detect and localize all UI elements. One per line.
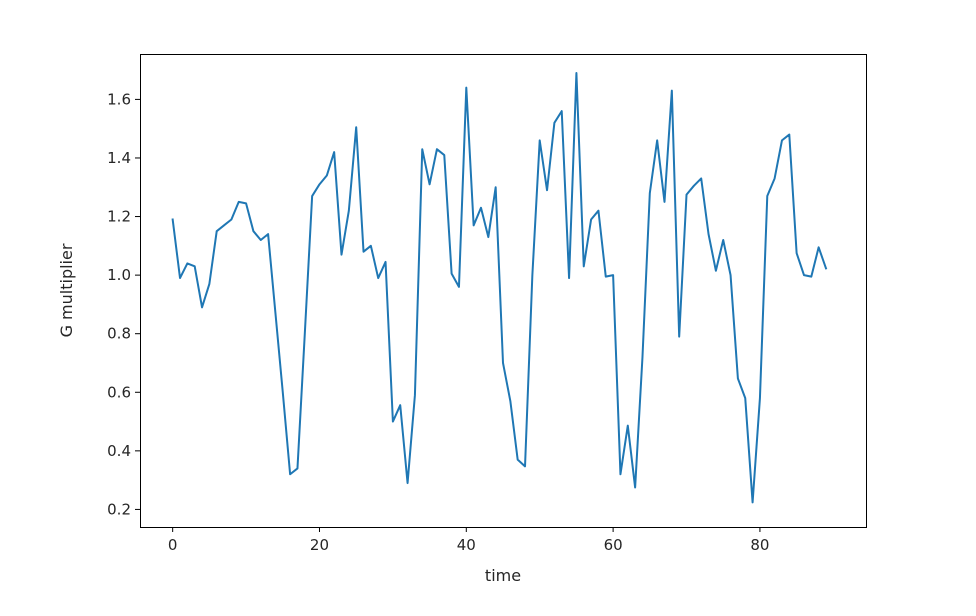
y-axis-ticks: 0.2 0.4 0.6 0.8 1.0 1.2 1.4 1.6	[107, 90, 140, 518]
series-layer	[171, 72, 828, 504]
y-tick-label: 0.4	[107, 442, 131, 460]
y-tick-label: 1.6	[107, 90, 131, 108]
x-tick-label: 40	[457, 536, 476, 554]
y-axis-label: G multiplier	[57, 243, 76, 337]
x-axis-label: time	[485, 566, 521, 585]
y-tick-label: 1.0	[107, 266, 131, 284]
x-tick-label: 80	[750, 536, 769, 554]
y-tick-label: 1.4	[107, 149, 131, 167]
x-tick-label: 60	[604, 536, 623, 554]
y-tick-label: 0.6	[107, 383, 131, 401]
x-tick-label: 20	[310, 536, 329, 554]
y-tick-label: 0.2	[107, 500, 131, 518]
y-tick-label: 1.2	[107, 208, 131, 226]
x-tick-label: 0	[168, 536, 178, 554]
series-line-g-multiplier	[171, 72, 828, 504]
axes-background	[140, 54, 866, 527]
y-tick-label: 0.8	[107, 325, 131, 343]
x-axis-ticks: 0 20 40 60 80	[168, 527, 769, 554]
axes-frame	[140, 54, 867, 528]
